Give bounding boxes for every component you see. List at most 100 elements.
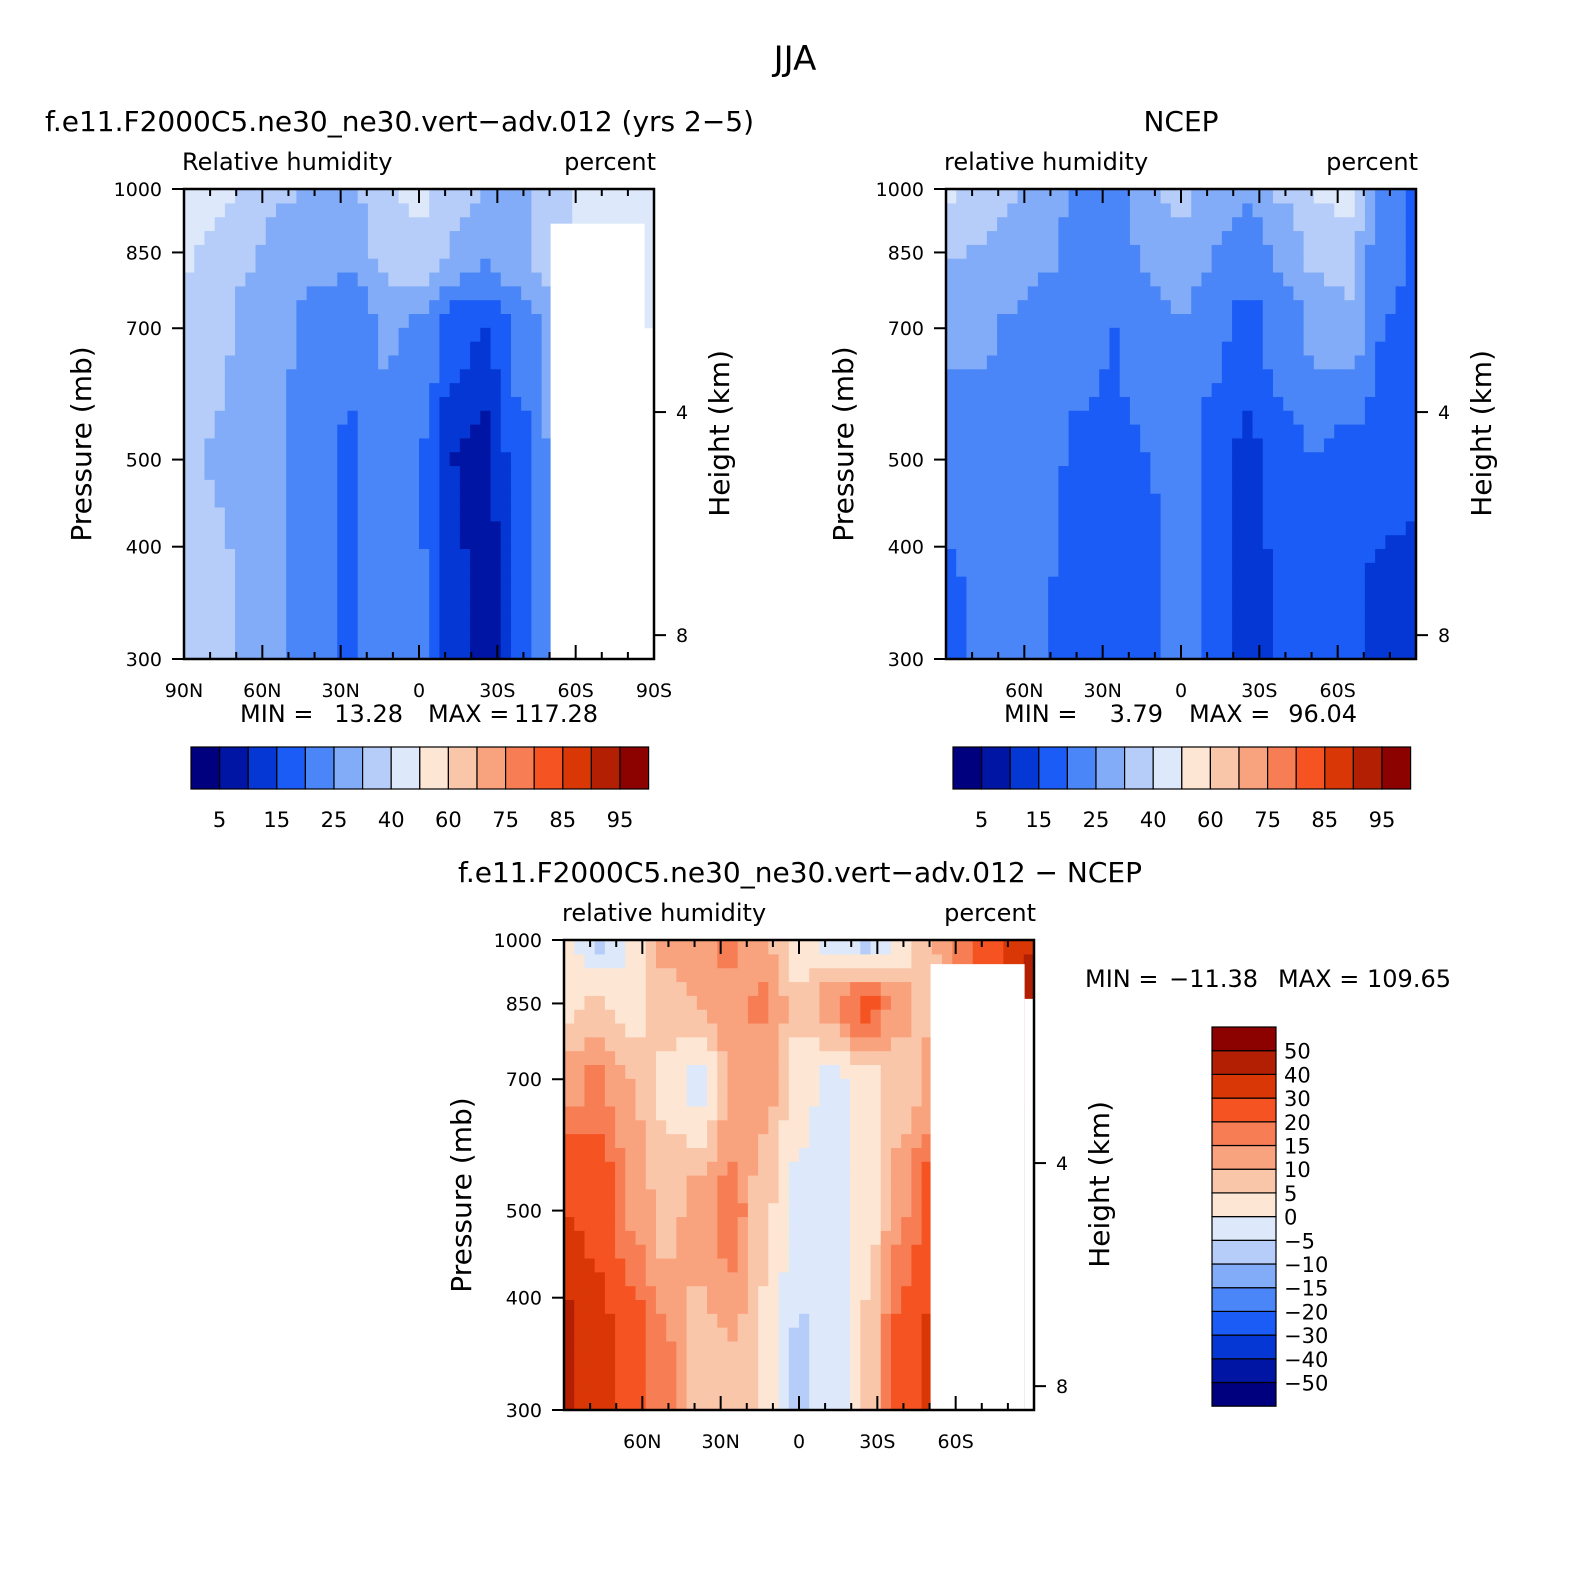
contour-cell — [531, 299, 543, 315]
contour-cell — [890, 1050, 902, 1066]
contour-cell — [1354, 341, 1366, 356]
contour-cell — [564, 1327, 575, 1342]
contour-cell — [1375, 424, 1386, 439]
contour-cell — [337, 382, 349, 397]
contour-cell — [966, 299, 978, 315]
contour-cell — [306, 271, 318, 287]
contour-cell — [367, 493, 379, 508]
contour-cell — [758, 1216, 769, 1231]
contour-cell — [1109, 631, 1121, 646]
contour-cell — [1364, 189, 1376, 204]
colorbar-box — [247, 746, 278, 790]
contour-cell — [956, 465, 968, 480]
contour-cell — [255, 313, 267, 328]
contour-cell — [1375, 631, 1386, 646]
contour-cell — [1232, 299, 1243, 315]
contour-cell — [214, 230, 226, 245]
contour-cell — [1242, 645, 1254, 660]
contour-cell — [1181, 382, 1192, 397]
contour-cell — [265, 244, 277, 259]
contour-cell — [946, 258, 957, 273]
contour-cell — [204, 465, 216, 480]
contour-cell — [625, 940, 637, 955]
contour-cell — [564, 1271, 575, 1287]
contour-cell — [224, 382, 236, 397]
contour-cell — [1068, 230, 1080, 245]
contour-cell — [224, 534, 236, 550]
contour-cell — [911, 981, 923, 996]
contour-cell — [1252, 368, 1264, 384]
contour-cell — [1385, 299, 1397, 315]
contour-cell — [1405, 631, 1417, 646]
contour-cell — [1375, 465, 1386, 480]
contour-cell — [1007, 327, 1019, 342]
contour-cell — [214, 244, 226, 259]
contour-cell — [976, 341, 988, 356]
contour-cell — [1252, 603, 1264, 619]
contour-cell — [357, 354, 369, 370]
contour-cell — [1181, 562, 1192, 577]
contour-cell — [316, 313, 328, 328]
contour-cell — [500, 230, 512, 245]
contour-cell — [829, 1133, 841, 1148]
contour-cell — [306, 576, 318, 591]
contour-cell — [727, 1271, 739, 1287]
contour-cell — [1170, 576, 1182, 591]
contour-cell — [214, 576, 226, 591]
contour-cell — [850, 1133, 861, 1148]
contour-cell — [224, 396, 236, 411]
contour-cell — [1405, 382, 1417, 397]
contour-cell — [911, 1216, 923, 1231]
contour-cell — [235, 534, 246, 550]
contour-cell — [1232, 368, 1243, 384]
contour-cell — [1375, 437, 1386, 453]
contour-cell — [1160, 230, 1172, 245]
contour-cell — [615, 1327, 626, 1342]
contour-cell — [1313, 437, 1325, 453]
contour-cell — [921, 1092, 933, 1107]
contour-cell — [1272, 520, 1284, 536]
contour-cell — [931, 940, 943, 955]
contour-cell — [1181, 396, 1192, 411]
contour-cell — [275, 285, 287, 301]
contour-cell — [1058, 479, 1070, 494]
contour-cell — [214, 354, 226, 370]
contour-cell — [1324, 493, 1335, 508]
contour-cell — [398, 313, 410, 328]
contour-cell — [1242, 576, 1254, 591]
contour-cell — [1078, 493, 1090, 508]
contour-cell — [717, 1340, 729, 1356]
contour-cell — [347, 285, 359, 301]
contour-cell — [870, 1368, 882, 1383]
contour-cell — [1242, 424, 1254, 439]
contour-cell — [890, 1036, 902, 1052]
contour-cell — [1160, 202, 1172, 218]
contour-cell — [850, 1354, 861, 1370]
contour-cell — [604, 1313, 616, 1328]
contour-cell — [480, 465, 492, 480]
contour-cell — [1150, 506, 1162, 522]
contour-cell — [480, 230, 492, 245]
contour-cell — [574, 1396, 586, 1411]
contour-cell — [686, 1257, 698, 1273]
contour-cell — [615, 1188, 626, 1204]
contour-cell — [1364, 562, 1376, 577]
contour-cell — [1099, 479, 1111, 494]
contour-cell — [316, 271, 328, 287]
contour-cell — [1078, 562, 1090, 577]
contour-cell — [911, 1285, 923, 1301]
contour-cell — [993, 953, 1004, 969]
contour-cell — [747, 1285, 759, 1301]
contour-cell — [1017, 299, 1029, 315]
contour-cell — [707, 1147, 718, 1162]
contour-cell — [1293, 631, 1305, 646]
contour-cell — [214, 520, 226, 536]
min-label: MIN = — [240, 700, 313, 728]
contour-cell — [500, 396, 512, 411]
contour-cell — [316, 437, 328, 453]
contour-cell — [1068, 354, 1080, 370]
contour-cell — [839, 1244, 851, 1259]
contour-cell — [214, 548, 226, 563]
contour-cell — [1354, 548, 1366, 563]
contour-cell — [625, 981, 637, 996]
